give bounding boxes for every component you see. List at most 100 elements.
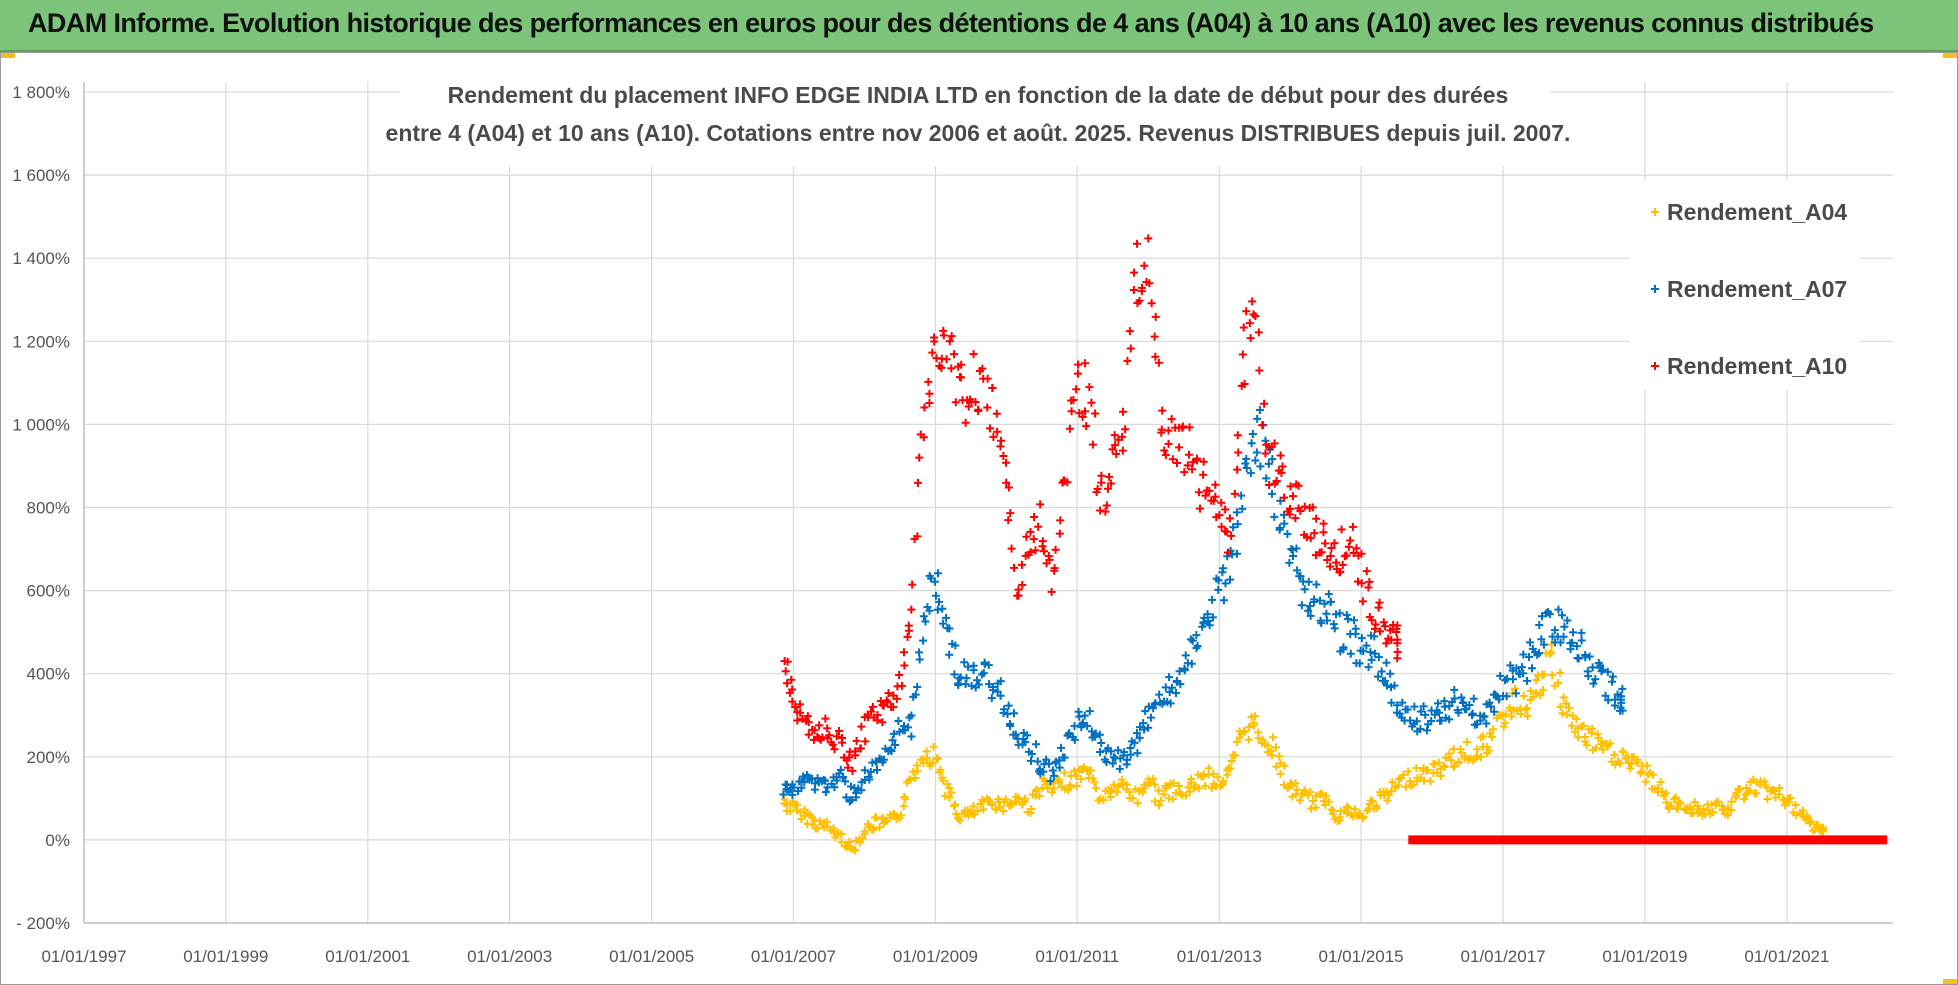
plus-marker <box>1161 781 1170 790</box>
plus-marker <box>1232 549 1241 558</box>
plus-marker <box>1026 527 1035 536</box>
plus-marker <box>947 788 956 797</box>
plus-marker <box>1077 775 1086 784</box>
plus-marker <box>823 783 832 792</box>
plus-marker <box>1283 530 1292 539</box>
data-point <box>1439 745 1458 772</box>
plus-marker <box>1291 779 1300 788</box>
plus-marker <box>1293 785 1302 794</box>
plus-marker <box>1272 762 1281 771</box>
plus-marker <box>1034 522 1043 531</box>
data-point <box>800 771 820 794</box>
data-point <box>1001 792 1020 810</box>
plus-marker <box>1370 632 1379 641</box>
plus-marker <box>974 406 983 415</box>
plus-marker <box>825 731 834 740</box>
data-point <box>1036 755 1057 786</box>
plus-marker <box>913 532 922 541</box>
data-point <box>1476 732 1493 762</box>
plus-marker <box>1007 544 1016 553</box>
plus-marker <box>1344 803 1353 812</box>
data-point <box>1698 800 1718 820</box>
data-point <box>1485 711 1507 741</box>
plus-marker <box>951 398 960 407</box>
plus-marker <box>1120 748 1129 757</box>
plus-marker <box>1027 749 1036 758</box>
plus-marker <box>779 790 788 799</box>
plus-marker <box>847 796 856 805</box>
plus-marker <box>788 685 797 694</box>
plus-marker <box>1462 737 1471 746</box>
plus-marker <box>1002 458 1011 467</box>
plus-marker <box>1260 399 1269 408</box>
plus-marker <box>1516 709 1525 718</box>
plus-marker <box>919 636 928 645</box>
plus-marker <box>1357 549 1366 558</box>
data-point <box>1157 406 1173 460</box>
plus-marker <box>1029 535 1038 544</box>
plus-marker <box>1410 702 1419 711</box>
plus-marker <box>1718 801 1727 810</box>
plus-marker <box>996 691 1005 700</box>
plus-marker <box>1296 507 1305 516</box>
data-point <box>1404 764 1422 790</box>
plus-marker <box>1376 627 1385 636</box>
plus-marker <box>1500 718 1509 727</box>
plus-marker <box>1626 764 1635 773</box>
data-point <box>1178 423 1197 477</box>
plus-marker <box>1245 723 1254 732</box>
data-point <box>1191 770 1210 793</box>
plus-marker <box>1078 412 1087 421</box>
data-point <box>967 661 986 692</box>
plus-marker <box>1362 567 1371 576</box>
plus-marker <box>1266 747 1275 756</box>
plus-marker <box>922 747 931 756</box>
plus-marker <box>1673 804 1681 813</box>
plus-marker <box>1421 710 1430 719</box>
plus-marker <box>1175 443 1184 452</box>
plus-marker <box>1007 800 1016 809</box>
plus-marker <box>813 774 822 783</box>
plus-marker <box>1096 506 1105 515</box>
plus-marker <box>1112 788 1121 797</box>
plus-marker <box>1529 693 1538 702</box>
data-point <box>1309 789 1328 812</box>
plus-marker <box>1627 760 1636 769</box>
plus-marker <box>1051 545 1060 554</box>
data-point <box>1321 539 1341 571</box>
plus-marker <box>1306 611 1315 620</box>
plus-marker <box>938 604 947 613</box>
plus-marker <box>1211 480 1220 489</box>
data-point <box>1381 658 1399 707</box>
plus-marker <box>1791 801 1800 810</box>
plus-marker <box>1338 560 1347 569</box>
plus-marker <box>1320 599 1329 608</box>
plus-marker <box>1619 748 1628 757</box>
data-point <box>1085 707 1104 742</box>
plus-marker <box>828 740 837 749</box>
plus-marker <box>1185 787 1194 796</box>
plus-marker <box>1118 432 1127 441</box>
plus-marker <box>1326 597 1335 606</box>
data-point <box>1026 500 1045 557</box>
plus-marker <box>1097 478 1106 487</box>
data-point <box>1060 385 1081 487</box>
data-point <box>1558 693 1577 730</box>
plus-marker <box>999 451 1008 460</box>
data-point <box>1026 785 1044 817</box>
plus-marker <box>983 374 992 383</box>
legend-marker <box>1651 362 1659 370</box>
data-point <box>1581 724 1600 755</box>
plus-marker <box>1501 710 1510 719</box>
plus-marker <box>1319 519 1328 528</box>
plus-marker <box>1387 787 1396 796</box>
plus-marker <box>858 834 867 843</box>
plus-marker <box>1232 508 1241 517</box>
data-point <box>991 794 1009 816</box>
plus-marker <box>1138 788 1147 797</box>
plus-marker <box>1092 784 1101 793</box>
data-point <box>1251 405 1270 471</box>
plus-marker <box>1519 669 1528 678</box>
legend-background <box>1630 180 1860 390</box>
plus-marker <box>1539 640 1548 649</box>
